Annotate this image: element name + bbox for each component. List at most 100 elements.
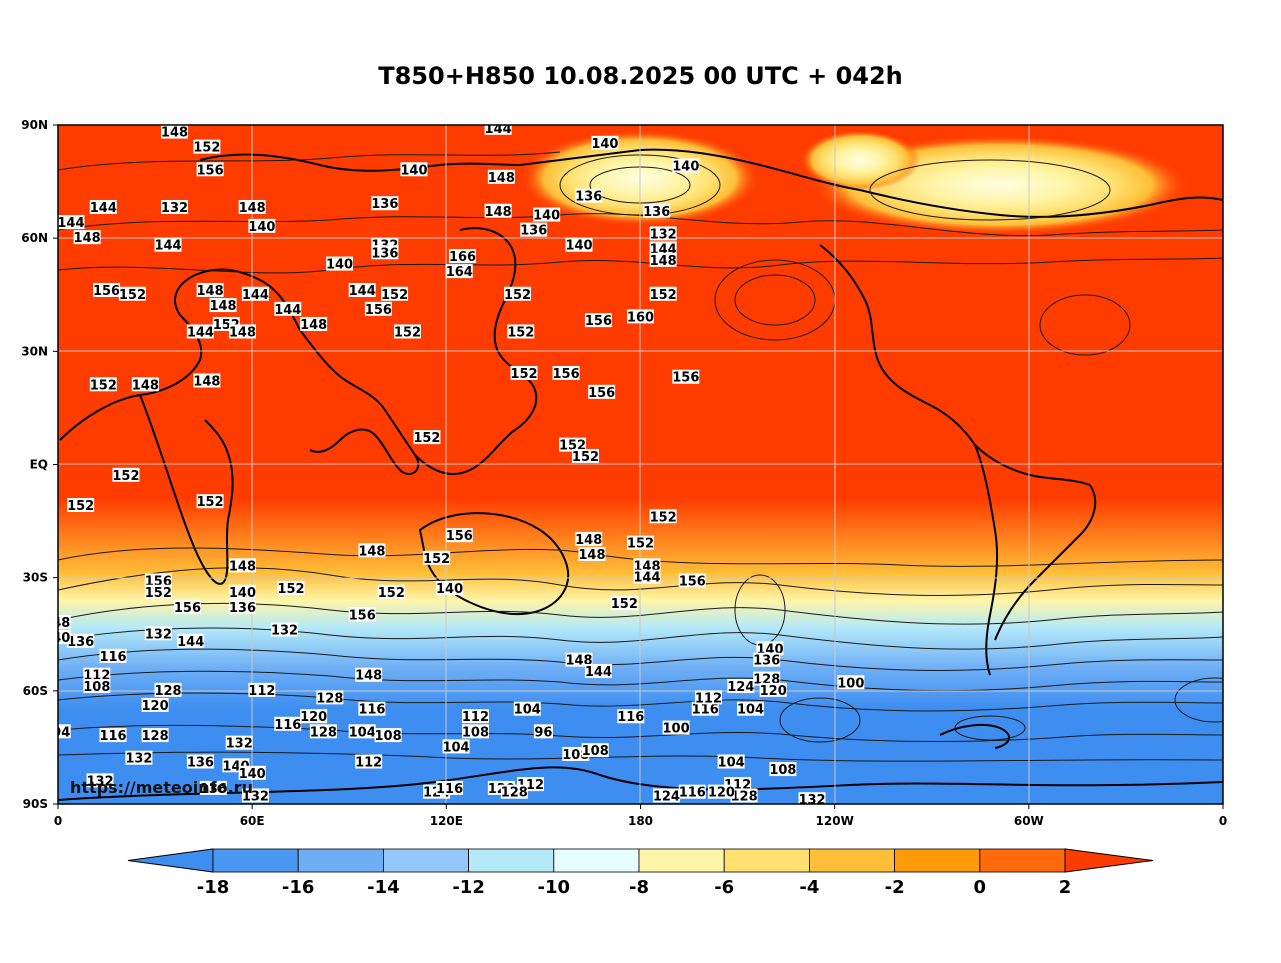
- height-label-bg: [274, 301, 302, 316]
- height-label-bg: [199, 780, 227, 795]
- colorbar-segment: [723, 848, 810, 873]
- colorbar-tick-label: -16: [282, 877, 315, 898]
- height-label: 116: [99, 729, 126, 744]
- height-label-bg: [756, 641, 784, 656]
- height-label: 152: [90, 378, 117, 393]
- height-label: 48: [52, 616, 70, 631]
- height-label-bg: [591, 135, 619, 150]
- height-label-bg: [161, 125, 188, 139]
- height-label: 136: [575, 190, 602, 205]
- colorbar-tick-label: -6: [714, 877, 734, 898]
- height-label: 152: [507, 325, 534, 340]
- height-label-bg: [507, 324, 535, 339]
- lon-label: 0: [54, 814, 62, 828]
- height-label-bg: [358, 701, 386, 716]
- height-label: 152: [197, 495, 224, 510]
- height-label: 140: [672, 159, 699, 174]
- height-label: 156: [446, 529, 473, 544]
- height-label: 104: [442, 740, 469, 755]
- height-label-bg: [423, 550, 451, 565]
- height-label-bg: [584, 663, 612, 678]
- height-label: 148: [300, 318, 327, 333]
- height-label: 148: [358, 544, 385, 559]
- height-label-bg: [504, 286, 532, 301]
- height-label: 144: [154, 239, 181, 254]
- height-label: 156: [588, 386, 615, 401]
- height-label: 140: [565, 239, 592, 254]
- height-label-bg: [316, 690, 344, 705]
- height-label-bg: [627, 535, 654, 550]
- height-label: 148: [355, 669, 382, 684]
- height-label: 144: [349, 284, 376, 299]
- height-label-bg: [154, 682, 182, 697]
- height-label: 132: [145, 627, 172, 642]
- height-label-bg: [196, 162, 224, 177]
- lon-label: 60E: [240, 814, 265, 828]
- height-label: 156: [174, 601, 201, 616]
- height-label: 144: [633, 571, 660, 586]
- height-label: 124: [727, 680, 754, 695]
- height-label-bg: [144, 573, 172, 588]
- height-label: 156: [679, 574, 706, 589]
- colorbar-tick-label: -8: [629, 877, 649, 898]
- height-label-bg: [533, 724, 553, 739]
- height-label-bg: [141, 697, 169, 712]
- height-label: 144: [90, 201, 117, 216]
- lon-label: 120E: [430, 814, 463, 828]
- height-label: 108: [769, 763, 796, 778]
- height-label: 156: [365, 303, 392, 318]
- height-label-bg: [89, 199, 117, 214]
- height-label: 148: [193, 375, 220, 390]
- colorbar-tick-label: 0: [974, 877, 987, 898]
- height-label-bg: [552, 365, 580, 380]
- height-label: 156: [672, 371, 699, 386]
- height-label-bg: [228, 324, 256, 339]
- height-label: 152: [650, 288, 677, 303]
- map-title: T850+H850 10.08.2025 00 UTC + 042h: [378, 62, 903, 90]
- height-label: 152: [381, 288, 408, 303]
- height-label-bg: [58, 614, 71, 629]
- height-label: 96: [534, 725, 552, 740]
- height-label-bg: [86, 773, 114, 788]
- height-label-bg: [274, 716, 302, 731]
- height-label-bg: [154, 237, 182, 252]
- height-label: 152: [67, 499, 94, 514]
- height-label: 148: [209, 299, 236, 314]
- height-label: 124: [653, 789, 680, 804]
- height-label-bg: [461, 709, 489, 724]
- height-label-bg: [575, 531, 603, 546]
- height-label-bg: [484, 203, 512, 218]
- height-label: 104: [718, 756, 745, 771]
- height-label: 132: [271, 623, 298, 638]
- height-label-bg: [649, 509, 677, 524]
- height-label-bg: [118, 286, 146, 301]
- height-label-bg: [248, 682, 276, 697]
- height-label-bg: [798, 792, 826, 804]
- height-label-bg: [769, 762, 797, 777]
- height-label-bg: [193, 139, 221, 154]
- height-label-bg: [394, 324, 421, 339]
- height-label: 132: [161, 201, 188, 216]
- height-label: 148: [239, 201, 266, 216]
- height-label: 144: [242, 288, 269, 303]
- height-label: 136: [520, 224, 547, 239]
- height-label: 140: [436, 582, 463, 597]
- height-label-bg: [141, 728, 169, 743]
- height-label-bg: [112, 467, 140, 482]
- height-label-bg: [649, 252, 677, 267]
- height-label: 144: [274, 303, 301, 318]
- lat-label: 90S: [23, 797, 48, 811]
- height-label-bg: [707, 784, 735, 799]
- height-label: 132: [242, 789, 269, 804]
- height-label-bg: [691, 701, 719, 716]
- height-label-bg: [694, 690, 722, 705]
- height-label: 112: [355, 756, 382, 771]
- height-label: 156: [197, 163, 224, 178]
- height-label: 128: [154, 684, 181, 699]
- height-label-bg: [186, 324, 214, 339]
- height-label-bg: [238, 765, 266, 780]
- height-label: 152: [193, 141, 220, 156]
- height-label-bg: [442, 739, 470, 754]
